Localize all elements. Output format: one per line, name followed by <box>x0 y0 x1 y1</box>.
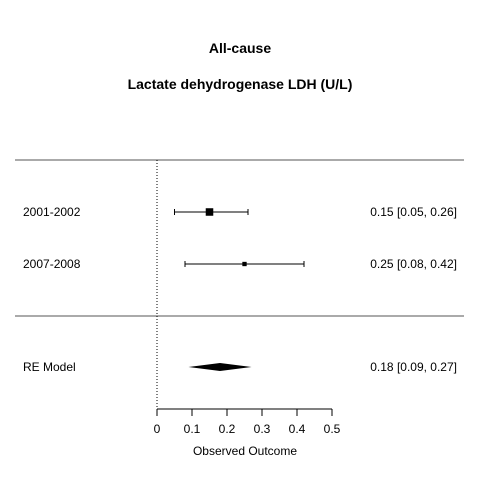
x-tick-label: 0 <box>154 422 161 436</box>
chart-subtitle: Lactate dehydrogenase LDH (U/L) <box>128 76 353 92</box>
study-point <box>205 208 214 216</box>
x-axis-label: Observed Outcome <box>193 444 297 458</box>
study-estimate-text: 0.25 [0.08, 0.42] <box>370 257 457 271</box>
chart-title: All-cause <box>209 40 271 56</box>
x-tick-label: 0.1 <box>184 422 201 436</box>
x-tick-label: 0.5 <box>324 422 341 436</box>
study-label: 2007-2008 <box>23 257 81 271</box>
summary-diamond <box>188 363 252 371</box>
study-label: 2001-2002 <box>23 205 81 219</box>
study-estimate-text: 0.15 [0.05, 0.26] <box>370 205 457 219</box>
x-tick-label: 0.4 <box>289 422 306 436</box>
x-tick-label: 0.3 <box>254 422 271 436</box>
x-tick-label: 0.2 <box>219 422 236 436</box>
study-point <box>242 261 247 267</box>
x-axis: 0 0.1 0.2 0.3 0.4 0.5 <box>154 408 341 436</box>
summary-label: RE Model <box>23 360 76 374</box>
summary-estimate-text: 0.18 [0.09, 0.27] <box>370 360 457 374</box>
summary-row: RE Model 0.18 [0.09, 0.27] <box>23 360 457 374</box>
study-rows: 2001-2002 0.15 [0.05, 0.26] 2007-2008 0.25 … <box>23 205 457 271</box>
